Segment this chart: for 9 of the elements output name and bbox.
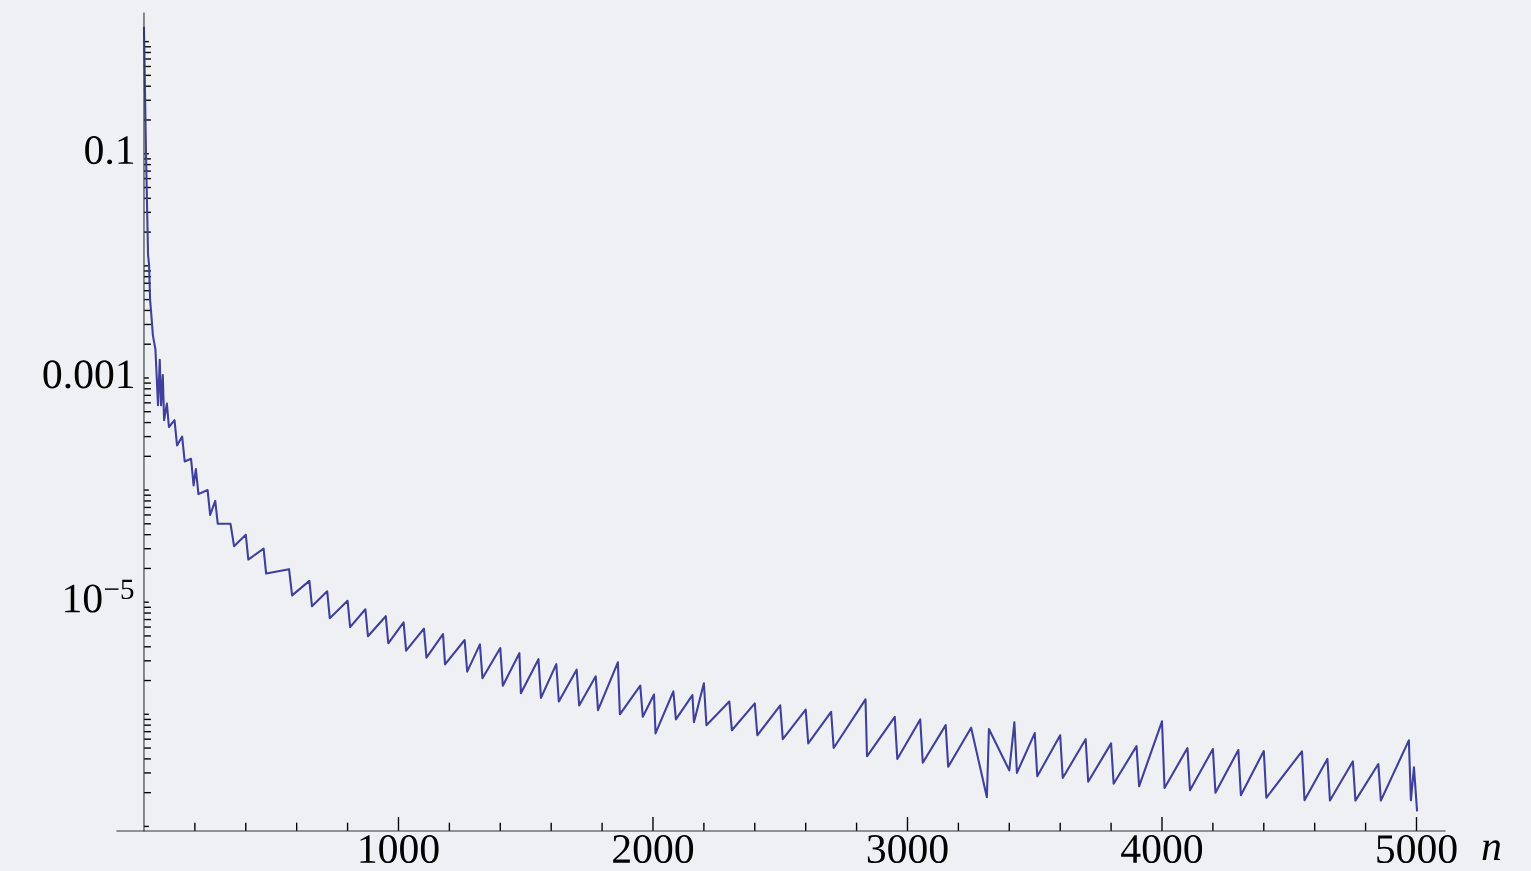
x-tick-label: 4000 (1121, 834, 1203, 864)
y-tick-label: 0.1 (85, 136, 134, 165)
x-tick-label: 2000 (613, 834, 694, 864)
y-tick-label: 0.001 (43, 360, 134, 389)
y-tick-label: 10$^{−5}$ (65, 579, 134, 613)
x-tick-label: 5000 (1377, 834, 1457, 864)
x-tick-label: 3000 (867, 834, 948, 864)
x-axis-title: n (1482, 840, 1501, 860)
x-tick-label: 1000 (360, 834, 439, 864)
